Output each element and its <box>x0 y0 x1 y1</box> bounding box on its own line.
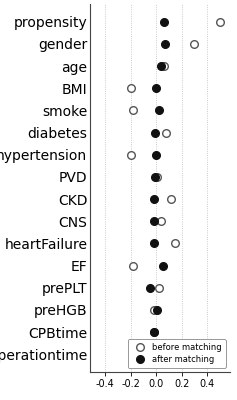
Legend: before matching, after matching: before matching, after matching <box>128 339 226 368</box>
